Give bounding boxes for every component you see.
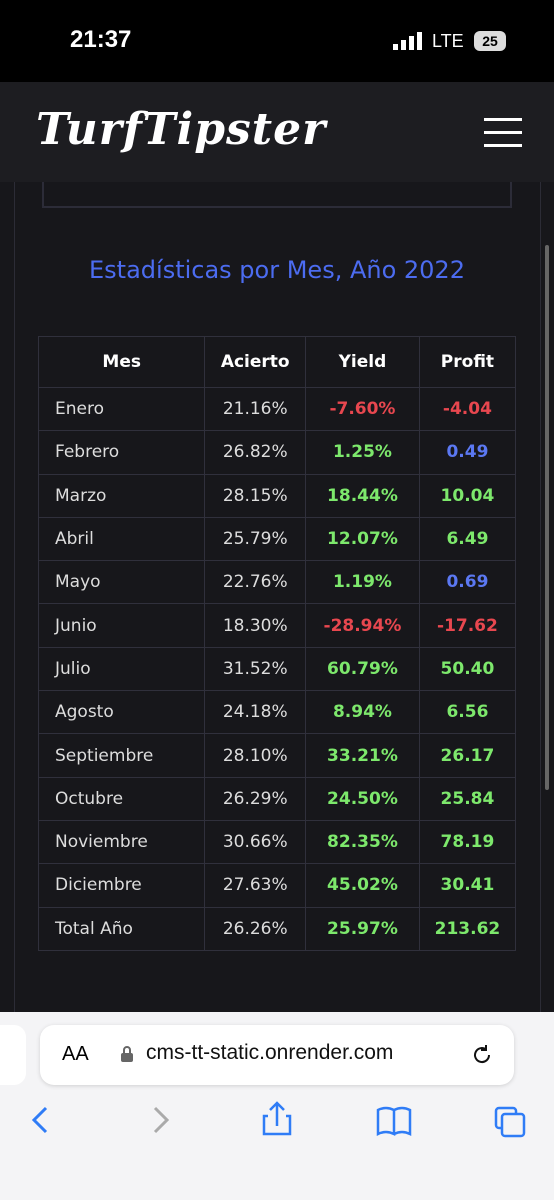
- table-cell: 22.76%: [204, 560, 307, 605]
- table-cell: Mayo: [37, 560, 206, 605]
- table-cell: 45.02%: [305, 863, 420, 908]
- table-row: Septiembre 28.10% 33.21% 26.17: [37, 733, 517, 778]
- table-cell: 26.82%: [204, 430, 307, 475]
- table-row: Febrero 26.82% 1.25% 0.49: [37, 430, 517, 475]
- table-cell: 21.16%: [204, 386, 307, 432]
- stats-title: Estadísticas por Mes, Año 2022: [89, 256, 465, 284]
- table-cell: Septiembre: [37, 733, 206, 778]
- table-cell: -17.62: [418, 603, 517, 648]
- table-row: Total Año 26.26% 25.97% 213.62: [37, 906, 517, 951]
- table-cell: 1.25%: [305, 430, 420, 475]
- table-cell: 33.21%: [305, 733, 420, 778]
- table-cell: 24.50%: [305, 776, 420, 821]
- signal-icon: [393, 32, 422, 50]
- network: LTE: [432, 31, 464, 51]
- content-frame: [14, 182, 541, 1022]
- table-cell: 28.10%: [204, 733, 307, 778]
- table-cell: 8.94%: [305, 690, 420, 735]
- table-row: Octubre 26.29% 24.50% 25.84: [37, 776, 517, 821]
- url[interactable]: cms-tt-static.onrender.com: [146, 1041, 394, 1064]
- table-cell: 82.35%: [305, 819, 420, 865]
- table-cell: 1.19%: [305, 560, 420, 605]
- table-cell: 78.19: [418, 819, 517, 865]
- table-cell: Enero: [37, 386, 206, 432]
- table-cell: 25.79%: [204, 516, 307, 562]
- column-header: Mes: [37, 336, 206, 388]
- header-row: Mes Acierto Yield Profit: [37, 336, 517, 388]
- table-row: Julio 31.52% 60.79% 50.40: [37, 646, 517, 692]
- battery: 25: [474, 31, 506, 51]
- table-cell: 26.26%: [204, 906, 307, 951]
- back-button[interactable]: [31, 1106, 48, 1134]
- table-cell: 0.69: [418, 560, 517, 605]
- table-cell: 50.40: [418, 646, 517, 692]
- logo[interactable]: TurfTipster: [36, 104, 327, 155]
- nav-bar: TurfTipster: [0, 82, 554, 182]
- column-header: Acierto: [204, 336, 307, 388]
- scrollbar: [545, 245, 549, 790]
- table-cell: Total Año: [37, 906, 206, 951]
- stats-table: Mes Acierto Yield Profit Enero 21.16% -7.60% -4…: [37, 336, 517, 951]
- tabs-button[interactable]: [494, 1106, 526, 1138]
- column-header: Profit: [418, 336, 517, 388]
- content-box: [42, 182, 512, 208]
- table-cell: -7.60%: [305, 386, 420, 432]
- table-cell: 10.04: [418, 473, 517, 518]
- table-cell: 18.44%: [305, 473, 420, 518]
- text-size-button[interactable]: AA: [62, 1043, 89, 1065]
- table-cell: 26.17: [418, 733, 517, 778]
- table-cell: Julio: [37, 646, 206, 692]
- table-cell: 213.62: [418, 906, 517, 951]
- table-cell: 0.49: [418, 430, 517, 475]
- table-row: Marzo 28.15% 18.44% 10.04: [37, 473, 517, 518]
- table-row: Enero 21.16% -7.60% -4.04: [37, 386, 517, 432]
- table-row: Junio 18.30% -28.94% -17.62: [37, 603, 517, 648]
- table-cell: 18.30%: [204, 603, 307, 648]
- table-cell: 26.29%: [204, 776, 307, 821]
- reload-button[interactable]: [470, 1043, 494, 1067]
- table-cell: 28.15%: [204, 473, 307, 518]
- bookmarks-button[interactable]: [376, 1106, 412, 1137]
- tab-peek: [0, 1025, 26, 1085]
- address-bar[interactable]: AA cms-tt-static.onrender.com: [40, 1025, 514, 1085]
- table-cell: 60.79%: [305, 646, 420, 692]
- table-cell: 12.07%: [305, 516, 420, 562]
- table-cell: Agosto: [37, 690, 206, 735]
- table-cell: 25.97%: [305, 906, 420, 951]
- table-cell: Abril: [37, 516, 206, 562]
- table-cell: 31.52%: [204, 646, 307, 692]
- menu-button[interactable]: [484, 118, 522, 148]
- table-cell: 27.63%: [204, 863, 307, 908]
- table-cell: -4.04: [418, 386, 517, 432]
- status-bar: 21:37 LTE 25: [0, 0, 554, 82]
- table-row: Agosto 24.18% 8.94% 6.56: [37, 690, 517, 735]
- table-row: Diciembre 27.63% 45.02% 30.41: [37, 863, 517, 908]
- lock-icon: [121, 1046, 133, 1062]
- time: 21:37: [70, 26, 132, 53]
- table-cell: 6.56: [418, 690, 517, 735]
- table-row: Abril 25.79% 12.07% 6.49: [37, 516, 517, 562]
- table-cell: 6.49: [418, 516, 517, 562]
- table-cell: Marzo: [37, 473, 206, 518]
- table-cell: Junio: [37, 603, 206, 648]
- column-header: Yield: [305, 336, 420, 388]
- table-cell: -28.94%: [305, 603, 420, 648]
- share-button[interactable]: [262, 1101, 292, 1136]
- toolbar-icons: [31, 1101, 526, 1138]
- table-cell: 24.18%: [204, 690, 307, 735]
- table-row: Mayo 22.76% 1.19% 0.69: [37, 560, 517, 605]
- table-cell: Noviembre: [37, 819, 206, 865]
- forward-button[interactable]: [153, 1106, 170, 1134]
- table-row: Noviembre 30.66% 82.35% 78.19: [37, 819, 517, 865]
- table-cell: 25.84: [418, 776, 517, 821]
- table-cell: Febrero: [37, 430, 206, 475]
- table-cell: 30.41: [418, 863, 517, 908]
- table-cell: Diciembre: [37, 863, 206, 908]
- table-cell: 30.66%: [204, 819, 307, 865]
- table-cell: Octubre: [37, 776, 206, 821]
